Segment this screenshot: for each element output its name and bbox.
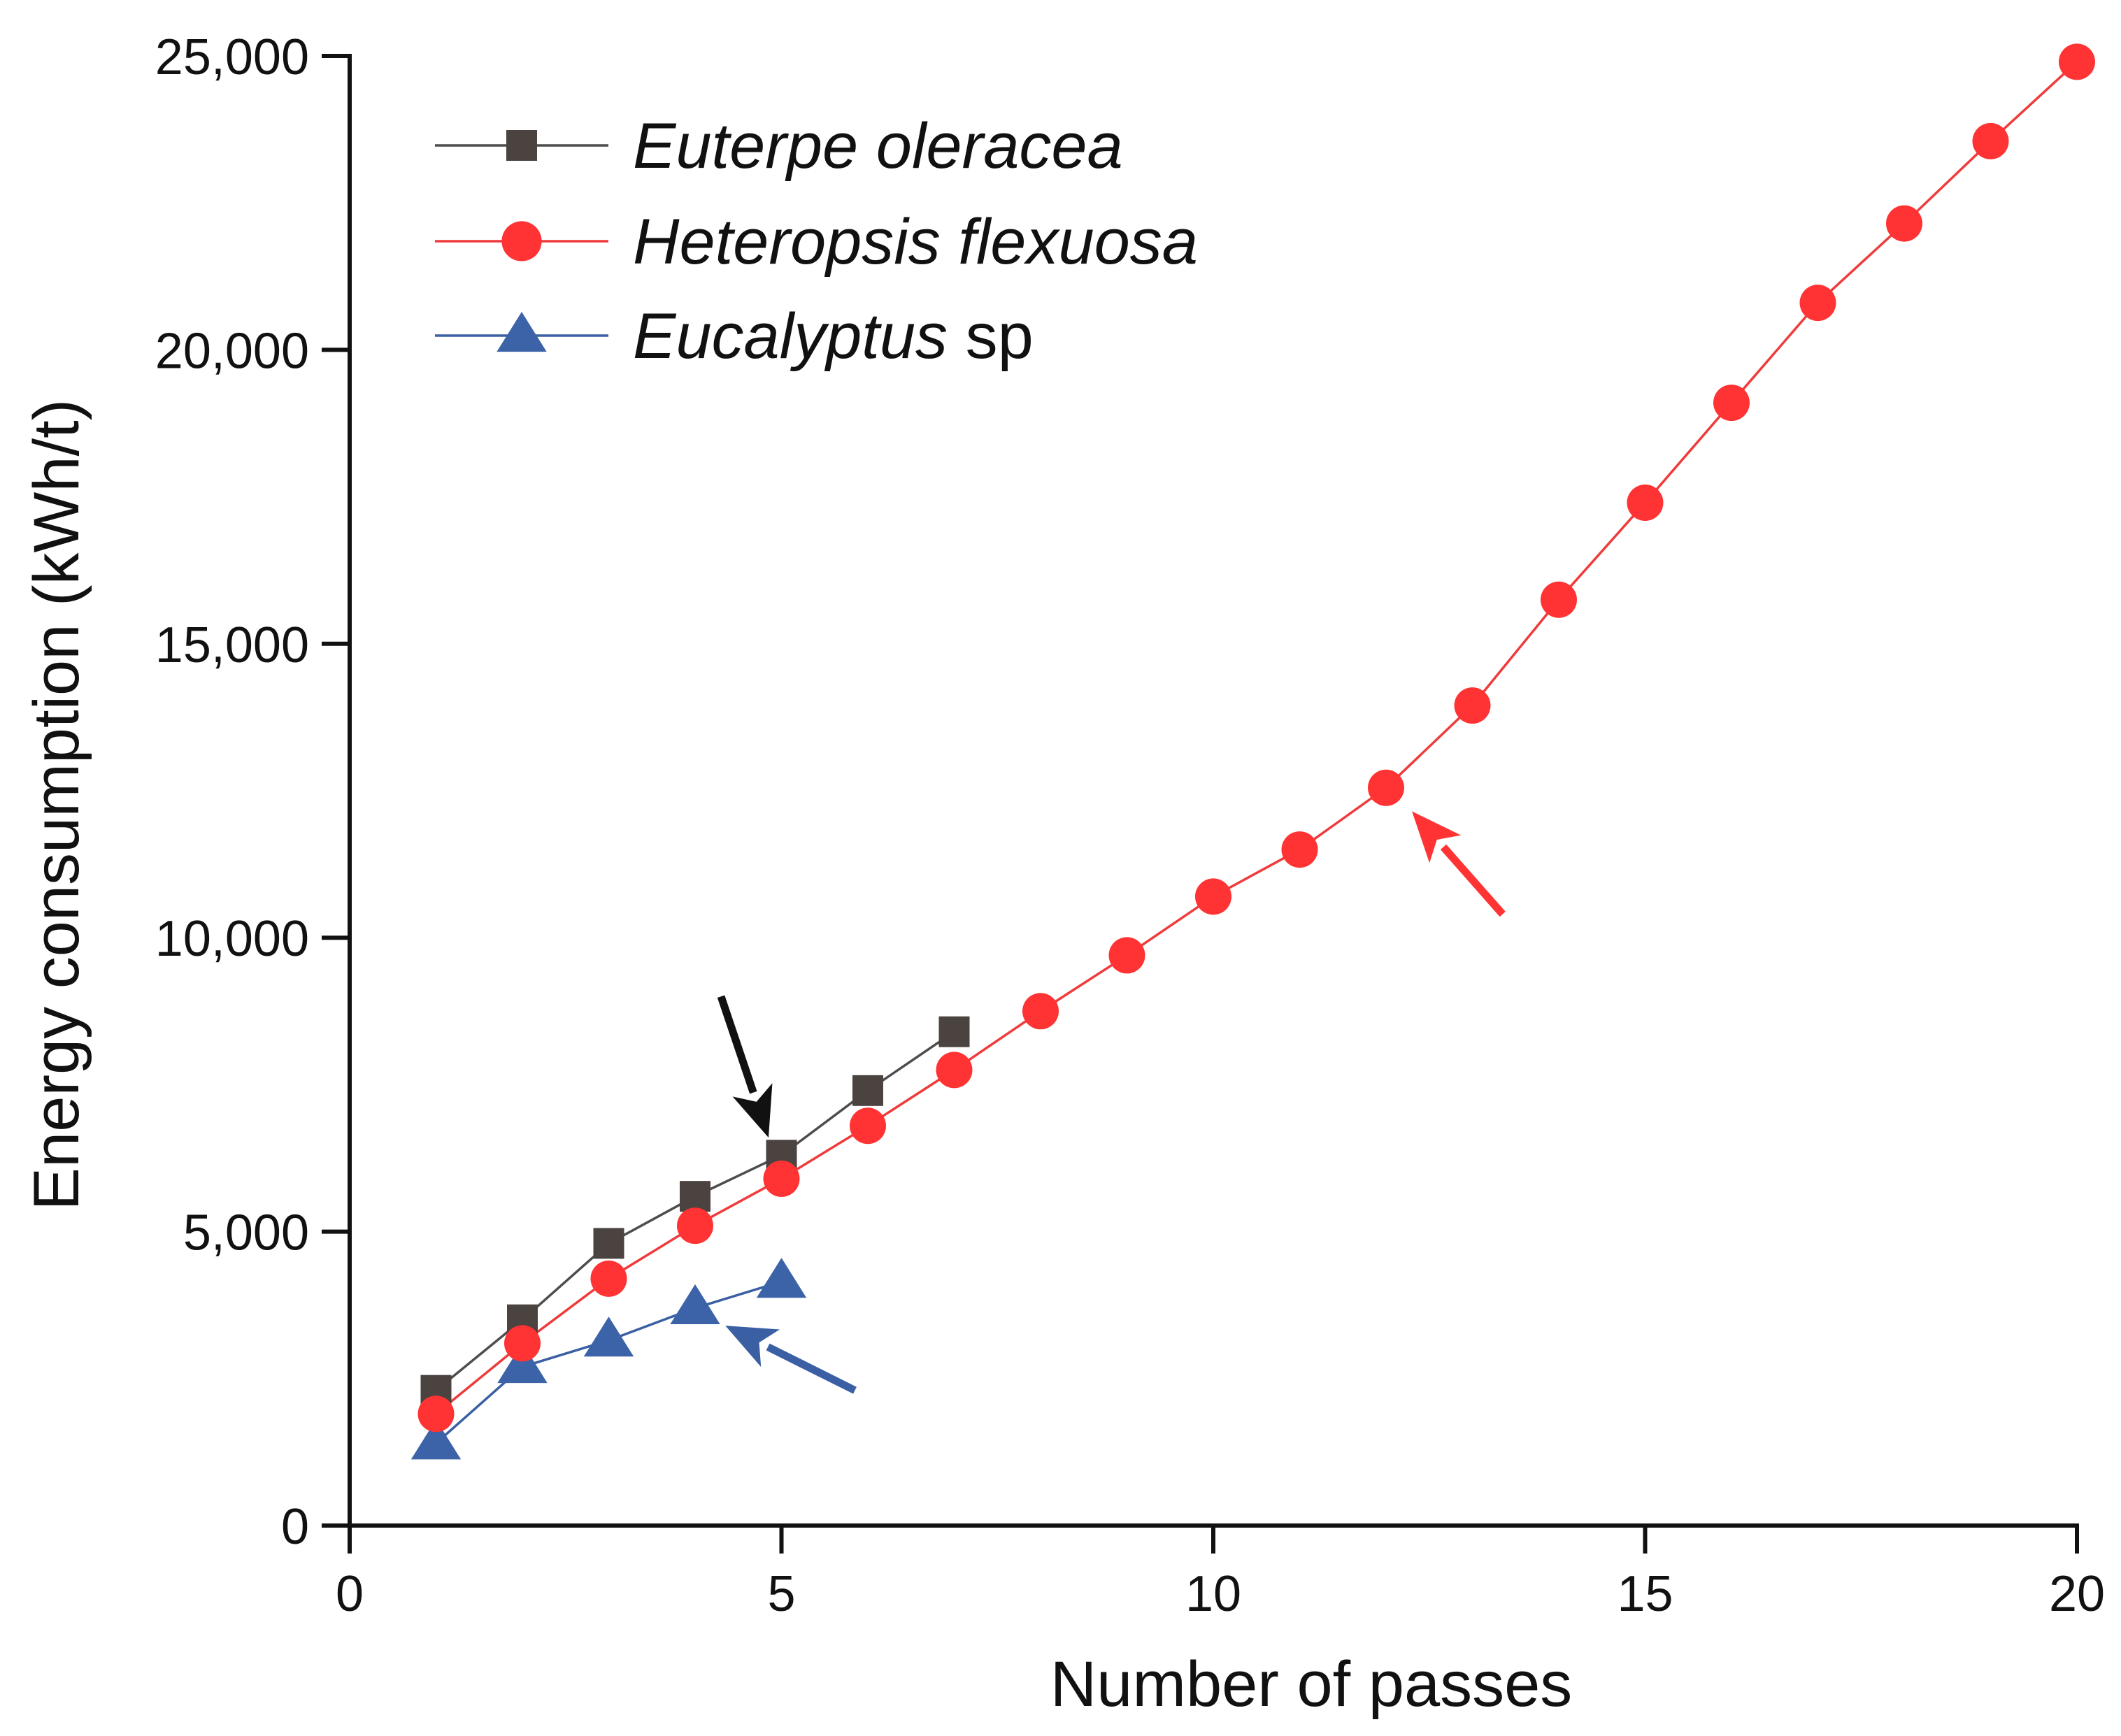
legend-label-italic: Eucalyptus	[633, 301, 948, 372]
series-eucalyptus	[435, 1280, 783, 1444]
series-markers-heteropsis-flexuosa	[417, 43, 2095, 1433]
y-tick-label: 0	[281, 1499, 309, 1555]
data-point-triangle	[756, 1258, 807, 1298]
legend-label: Eucalyptus sp	[633, 301, 1034, 372]
legend-item: Euterpe oleracea	[435, 110, 1123, 182]
data-point-circle	[1799, 285, 1836, 322]
arrow-shaft	[766, 1343, 857, 1394]
x-tick-label: 5	[767, 1566, 795, 1622]
legend-label-suffix: sp	[948, 301, 1034, 372]
data-point-triangle	[497, 1342, 548, 1384]
arrow-head	[732, 1083, 773, 1138]
data-point-circle	[1195, 878, 1231, 915]
annotation-arrow	[1412, 811, 1506, 917]
data-point-circle	[1108, 937, 1145, 974]
legend-label: Euterpe oleracea	[633, 110, 1123, 182]
legend-marker-square	[506, 130, 537, 161]
data-point-circle	[763, 1160, 800, 1197]
data-point-square	[593, 1228, 624, 1259]
data-point-circle	[1368, 769, 1404, 806]
arrow-head	[1412, 811, 1462, 863]
data-point-triangle	[670, 1284, 720, 1325]
x-tick-label: 10	[1185, 1566, 1241, 1622]
data-point-square	[852, 1075, 883, 1106]
data-point-circle	[1541, 581, 1577, 618]
data-point-triangle	[410, 1419, 462, 1460]
y-tick-label: 15,000	[155, 617, 309, 673]
data-point-circle	[504, 1325, 541, 1362]
legend-label-italic: Euterpe oleracea	[633, 110, 1123, 182]
data-point-circle	[417, 1396, 455, 1433]
y-tick-label: 20,000	[155, 323, 309, 379]
data-point-circle	[1886, 205, 1922, 242]
data-point-circle	[2059, 43, 2095, 80]
data-point-circle	[936, 1052, 973, 1089]
arrow-head	[725, 1326, 780, 1368]
arrow-shaft	[1440, 844, 1506, 917]
y-tick-label: 10,000	[155, 911, 309, 967]
legend-marker-triangle	[497, 312, 547, 352]
y-axis-title: Energy consumption (kWh/t)	[21, 399, 92, 1211]
legend: Euterpe oleracea Heteropsis flexuosa Eucal…	[435, 110, 1198, 372]
data-point-triangle	[583, 1317, 634, 1357]
legend-marker-circle	[501, 221, 542, 261]
series-markers-eucalyptus	[410, 1258, 807, 1460]
x-axis-title: Number of passes	[1050, 1649, 1573, 1720]
data-point-circle	[1972, 122, 2009, 159]
data-point-square	[938, 1016, 970, 1047]
data-point-circle	[1281, 831, 1318, 868]
data-point-circle	[590, 1260, 627, 1297]
data-point-circle	[1454, 687, 1491, 724]
series-layer	[410, 43, 2095, 1460]
series-line	[435, 1280, 783, 1444]
data-point-circle	[1627, 485, 1664, 522]
annotation-layer	[717, 811, 1506, 1394]
data-point-circle	[850, 1107, 886, 1145]
data-point-square	[680, 1181, 710, 1212]
y-tick-label: 5,000	[183, 1205, 309, 1261]
arrow-shaft	[717, 995, 757, 1094]
annotation-arrow	[725, 1326, 857, 1394]
x-tick-label: 20	[2049, 1566, 2105, 1622]
legend-label: Heteropsis flexuosa	[633, 206, 1198, 278]
x-tick-label: 0	[336, 1566, 364, 1622]
data-point-circle	[1022, 993, 1059, 1030]
data-point-circle	[1713, 385, 1750, 422]
legend-label-italic: Heteropsis flexuosa	[633, 206, 1198, 278]
y-tick-label: 25,000	[155, 29, 309, 85]
legend-item: Heteropsis flexuosa	[435, 206, 1198, 278]
data-point-circle	[677, 1207, 713, 1244]
legend-item: Eucalyptus sp	[435, 301, 1034, 372]
annotation-arrow	[717, 995, 773, 1138]
y-ticks: 0 5,000 10,000 15,000 20,000 25,000	[155, 29, 350, 1555]
x-tick-label: 15	[1617, 1566, 1673, 1622]
x-ticks: 0 5 10 15 20	[336, 1526, 2105, 1622]
